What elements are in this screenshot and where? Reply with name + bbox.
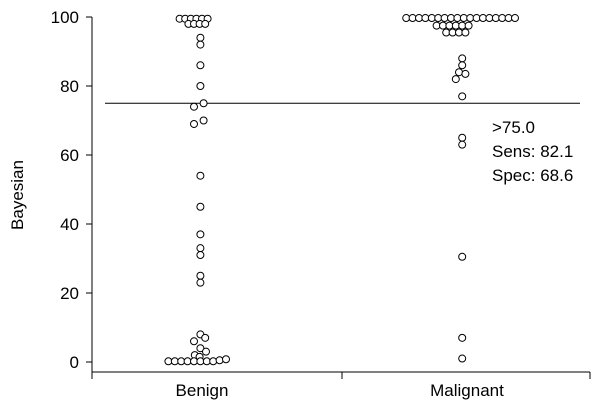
data-point-benign [196,171,205,180]
data-point-malignant [458,92,467,101]
data-point-benign [215,356,224,365]
data-point-benign [199,99,208,108]
y-tick-label: 60 [60,146,79,165]
data-point-malignant [458,61,467,70]
data-point-benign [196,202,205,211]
data-point-benign [201,19,210,28]
data-points [164,14,519,366]
data-point-malignant [458,333,467,342]
data-point-benign [196,244,205,253]
data-point-benign [201,333,210,342]
data-point-benign [209,357,218,366]
data-point-benign [196,230,205,239]
data-point-malignant [458,133,467,142]
data-point-benign [190,119,198,128]
data-point-benign [196,271,205,280]
y-tick-label: 20 [60,284,79,303]
data-point-malignant [455,68,463,77]
data-point-benign [196,82,205,90]
axes [91,17,590,373]
annotation-threshold: >75.0 [492,118,535,137]
data-point-benign [202,347,210,356]
y-tick-label: 80 [60,77,79,96]
data-point-benign [196,251,205,260]
x-tick-label: Malignant [430,381,504,400]
data-point-benign [190,102,198,111]
data-point-benign [190,337,198,346]
data-point-malignant [458,354,467,363]
data-point-malignant [458,54,467,63]
annotation-specificity: Spec: 68.6 [492,166,573,185]
data-point-benign [199,116,208,125]
y-tick-label: 40 [60,215,79,234]
data-point-malignant [461,28,470,37]
data-point-malignant [458,140,467,149]
annotation-sensitivity: Sens: 82.1 [492,142,573,161]
data-point-benign [196,33,205,42]
x-tick-label: Benign [176,381,229,400]
data-point-benign [196,344,205,353]
y-axis-label: Bayesian [8,160,27,230]
data-point-malignant [464,21,473,30]
data-point-benign [196,40,205,49]
data-point-malignant [458,252,467,261]
data-point-malignant [511,14,519,23]
x-ticks: Benign Malignant [91,372,591,400]
y-tick-label: 0 [70,353,79,372]
data-point-malignant [461,69,470,78]
data-point-benign [222,355,230,364]
data-point-malignant [451,75,460,84]
data-point-benign [196,278,205,287]
cutoff-annotation: >75.0 Sens: 82.1 Spec: 68.6 [492,118,573,185]
y-tick-label: 100 [51,8,79,27]
data-point-benign [196,61,205,70]
y-ticks: 0 20 40 60 80 100 [51,8,92,372]
